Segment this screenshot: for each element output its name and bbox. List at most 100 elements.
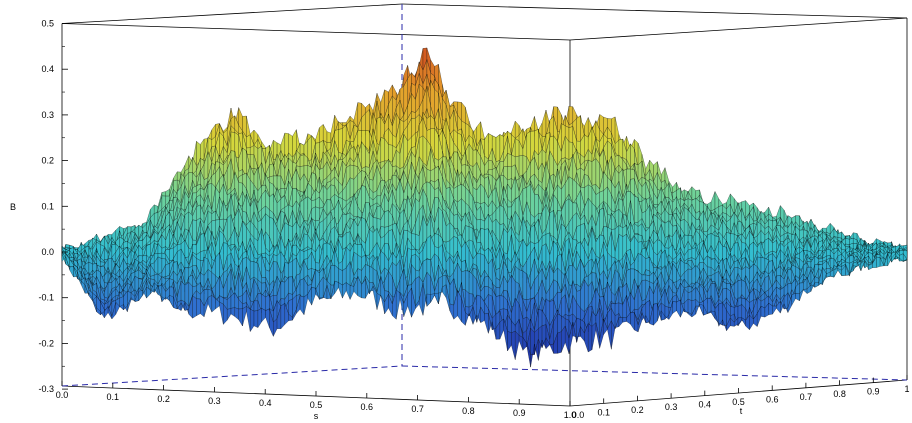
surface-facet: [511, 330, 516, 360]
t-tick-label: 0.2: [631, 405, 644, 415]
z-tick-label: 0.2: [41, 156, 54, 166]
surface-facet: [591, 322, 597, 350]
surface-facet: [588, 323, 593, 353]
z-tick-label: 0.5: [41, 19, 54, 29]
surface-facet: [595, 158, 600, 190]
surface-facet: [192, 219, 197, 241]
box-top-front-left: [61, 23, 571, 41]
surface-facet: [453, 213, 458, 229]
surface-facet: [499, 318, 504, 340]
surface-facet: [434, 292, 439, 304]
surface-facet: [299, 295, 305, 316]
surface-facet: [269, 163, 274, 178]
s-tick-label: 0.1: [107, 392, 120, 402]
surface-facet: [618, 317, 623, 328]
surface-facet: [549, 210, 554, 237]
surface-facet: [468, 226, 474, 242]
surface-facet: [760, 257, 766, 274]
t-tick-label: 0.8: [833, 389, 846, 399]
surface-facet: [430, 168, 435, 183]
surface-facet: [346, 282, 351, 300]
surface-facet: [614, 116, 620, 145]
surface-facet: [165, 263, 170, 277]
surface-facet: [234, 307, 239, 320]
s-axis-label: s: [314, 411, 319, 421]
surface-facet: [549, 343, 554, 354]
s-tick-label: 0.3: [208, 396, 221, 406]
surface-facet: [192, 295, 197, 319]
z-tick-label: -0.2: [38, 338, 54, 348]
surface-facet: [384, 210, 389, 228]
surface-facet: [369, 265, 374, 283]
surface-facet: [653, 303, 658, 326]
surface-facet: [200, 138, 205, 162]
z-tick-label: -0.3: [38, 384, 54, 394]
surface-facet: [442, 284, 447, 299]
t-tick-label: 0.0: [572, 410, 585, 420]
surface-facet: [630, 312, 635, 331]
surface-facet: [714, 191, 719, 210]
surface-facet: [568, 264, 573, 286]
surface-facet: [568, 105, 573, 126]
t-tick-label: 0.1: [597, 407, 610, 417]
surface-facet: [196, 298, 201, 317]
surface-facet: [200, 232, 205, 253]
surface-facet: [250, 260, 255, 280]
s-tick-label: 0.6: [361, 402, 374, 412]
surface-facet: [530, 224, 535, 244]
surface-facet: [645, 256, 650, 272]
surface-facet: [361, 217, 366, 244]
surface-facet: [334, 280, 339, 295]
surface-facet: [173, 171, 178, 182]
surface-facet: [288, 276, 293, 295]
surface-facet: [376, 293, 381, 310]
z-tick-label: 0.1: [41, 201, 54, 211]
surface-facet: [311, 206, 316, 222]
surface-facet: [518, 155, 524, 177]
surface-facet: [484, 275, 489, 287]
t-tick-label: 0.9: [867, 387, 880, 397]
surface-facet: [484, 132, 489, 160]
surface-facet: [507, 153, 512, 168]
box-back-right-dashed: [401, 365, 908, 381]
surface-facet: [169, 295, 174, 308]
surface-facet: [388, 144, 393, 163]
surface-facet: [710, 310, 716, 320]
surface-facet: [764, 237, 769, 256]
surface-facet: [288, 224, 293, 242]
surface-facet: [380, 137, 385, 163]
surface-facet: [503, 228, 508, 254]
surface-facet: [338, 282, 343, 299]
surface-facet: [484, 312, 489, 334]
s-tick-label: 0.7: [411, 404, 424, 414]
s-tick-label: 0.4: [259, 398, 272, 408]
box-top-front-right: [569, 17, 908, 41]
surface-facet: [257, 308, 262, 329]
surface-facet: [326, 131, 332, 143]
t-tick-label: 0.6: [766, 394, 779, 404]
z-tick-label: 0.3: [41, 110, 54, 120]
surface-facet: [622, 317, 627, 323]
surface-facet: [169, 247, 174, 261]
z-tick-label: 0.0: [41, 247, 54, 257]
surface-facet: [227, 308, 232, 321]
surface-facet: [238, 308, 243, 327]
surface-facet: [253, 310, 259, 328]
surface-facet: [760, 306, 766, 318]
surface-facet: [230, 307, 235, 317]
surface-facet: [637, 234, 643, 243]
surface-facet: [495, 134, 501, 162]
s-tick-label: 1.0: [564, 410, 577, 420]
surface-facet: [311, 287, 316, 306]
surface-facet: [261, 277, 266, 284]
box-back-left-dashed: [61, 365, 403, 387]
surface-facet: [676, 299, 681, 318]
surface-facet: [618, 233, 623, 263]
axes: -0.3-0.2-0.10.00.10.20.30.40.5B0.0 0.1 0.2…: [10, 19, 910, 422]
t-axis-label: t: [740, 406, 743, 416]
surface-facet: [499, 205, 504, 225]
surface-facet: [184, 211, 189, 231]
surface-facet: [434, 233, 439, 249]
surface-facet: [303, 293, 308, 315]
surface-facet: [284, 262, 289, 280]
